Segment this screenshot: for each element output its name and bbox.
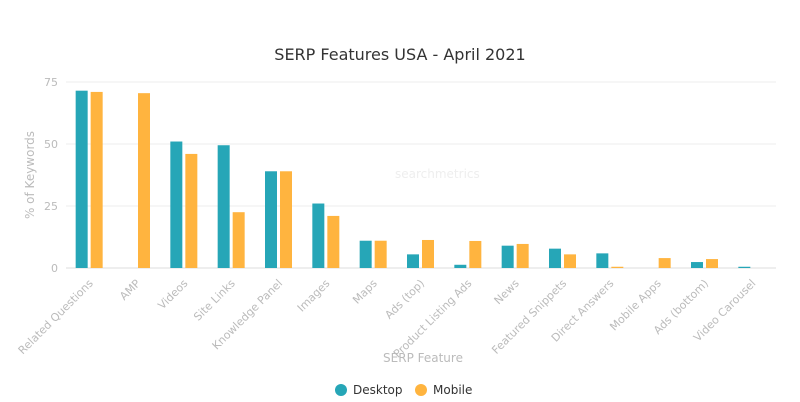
bar-desktop[interactable] [170, 141, 183, 268]
y-tick-label: 50 [44, 138, 58, 151]
x-tick-label: Product Listing Ads [391, 277, 475, 361]
x-tick-label: Ads (top) [382, 277, 427, 322]
bar-mobile[interactable] [232, 212, 245, 268]
bar-mobile[interactable] [422, 239, 434, 268]
legend-mobile-marker [415, 384, 427, 396]
bar-desktop[interactable] [217, 145, 230, 268]
y-tick-label: 0 [51, 262, 58, 275]
legend-desktop-label: Desktop [353, 383, 403, 397]
legend-mobile[interactable]: Mobile [415, 383, 472, 397]
x-axis-label: SERP Feature [383, 351, 463, 365]
bar-mobile[interactable] [280, 171, 292, 268]
x-tick-label: News [492, 277, 522, 307]
bar-mobile[interactable] [516, 243, 529, 268]
y-axis-label: % of Keywords [23, 131, 37, 219]
y-tick-label: 75 [44, 76, 58, 89]
watermark: searchmetrics [395, 167, 480, 181]
bar-mobile[interactable] [658, 258, 671, 268]
legend-desktop-marker [335, 384, 347, 396]
bar-mobile[interactable] [138, 93, 150, 268]
x-tick-label: Related Questions [16, 277, 96, 357]
bar-mobile[interactable] [374, 240, 387, 268]
bar-desktop[interactable] [454, 264, 467, 268]
legend-desktop[interactable]: Desktop [335, 383, 403, 397]
bar-mobile[interactable] [706, 259, 718, 268]
x-tick-label: Site Links [191, 277, 238, 324]
bar-desktop[interactable] [738, 266, 751, 268]
bar-desktop[interactable] [312, 203, 325, 268]
bar-mobile[interactable] [611, 266, 624, 268]
y-tick-label: 25 [44, 200, 58, 213]
bar-desktop[interactable] [501, 245, 514, 268]
bar-mobile[interactable] [90, 91, 103, 268]
bar-mobile[interactable] [564, 254, 576, 268]
x-tick-label: AMP [117, 277, 143, 303]
bar-desktop[interactable] [596, 253, 609, 268]
bar-mobile[interactable] [469, 240, 482, 268]
chart-title: SERP Features USA - April 2021 [274, 45, 525, 64]
bar-desktop[interactable] [407, 254, 419, 268]
bar-desktop[interactable] [75, 90, 88, 269]
bar-desktop[interactable] [359, 240, 372, 268]
bar-mobile[interactable] [185, 153, 198, 268]
legend-mobile-label: Mobile [433, 383, 472, 397]
x-tick-label: Videos [155, 277, 190, 312]
bar-desktop[interactable] [691, 262, 703, 268]
x-tick-label: Images [295, 277, 333, 315]
bar-mobile[interactable] [327, 215, 340, 268]
bar-desktop[interactable] [265, 171, 277, 268]
bar-desktop[interactable] [549, 248, 561, 268]
x-tick-label: Maps [350, 277, 380, 307]
